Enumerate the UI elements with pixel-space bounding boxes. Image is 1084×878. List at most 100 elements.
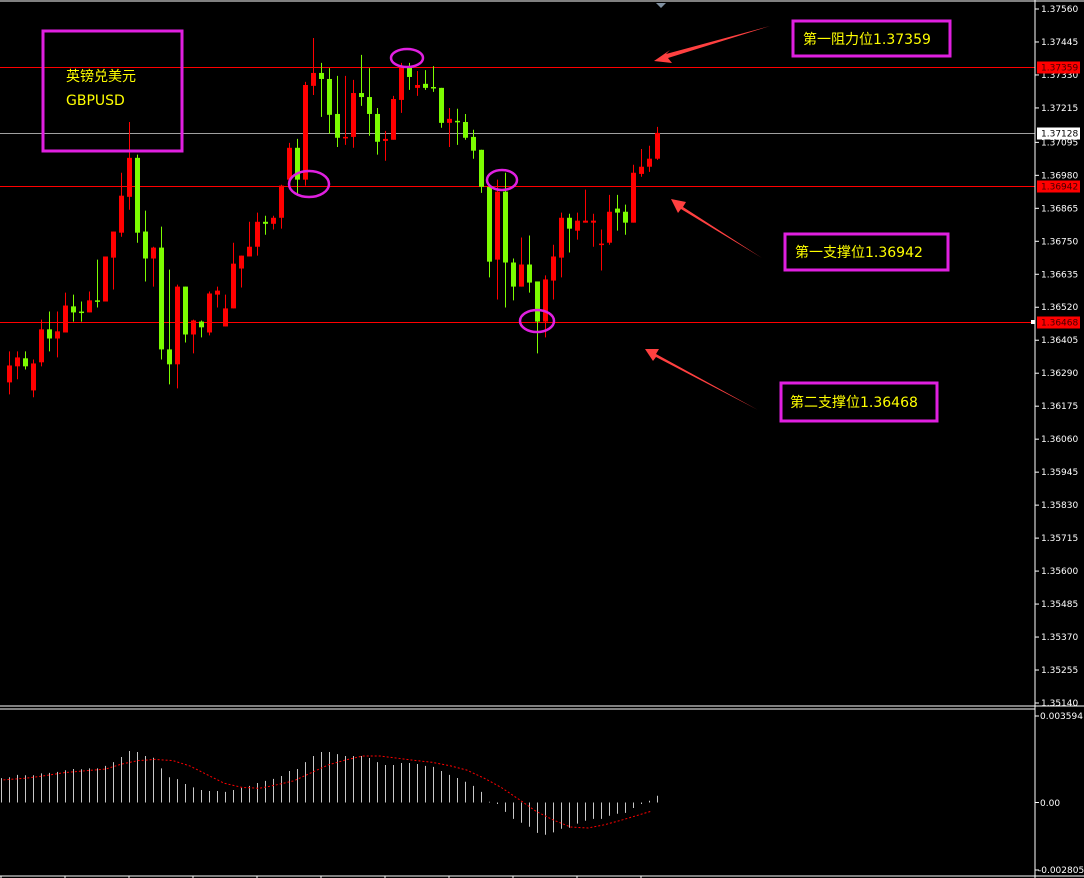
candle-body	[119, 195, 124, 233]
price-tick-label: 1.35485	[1041, 600, 1078, 610]
bullish-candle	[543, 275, 548, 338]
bullish-candle	[311, 37, 316, 96]
candle-body	[143, 231, 148, 259]
candle-body	[255, 221, 260, 247]
price-tick-label: 1.36865	[1041, 204, 1078, 214]
candle-body	[223, 308, 228, 327]
candle-body	[159, 247, 164, 350]
price-tick-label: 1.36980	[1041, 171, 1078, 181]
candle-body	[519, 264, 524, 287]
bullish-candle	[583, 189, 588, 223]
bullish-candle	[223, 294, 228, 327]
bearish-candle	[319, 62, 324, 117]
candle-body	[455, 120, 460, 123]
price-tick-label: 1.35600	[1041, 567, 1078, 577]
candle-body	[287, 147, 292, 180]
candle-body	[423, 83, 428, 88]
level-lines	[0, 67, 1035, 324]
bullish-candle	[559, 212, 564, 278]
price-tick-label: 1.36175	[1041, 402, 1078, 412]
bullish-candle	[399, 62, 404, 113]
candle-body	[639, 166, 644, 174]
candle-body	[111, 231, 116, 258]
candle-body	[239, 255, 244, 269]
candle-body	[319, 72, 324, 79]
bullish-candle	[207, 291, 212, 336]
price-tick-label: 1.35945	[1041, 468, 1078, 478]
candle-body	[95, 300, 100, 302]
candle-body	[7, 365, 12, 383]
candle-body	[551, 256, 556, 281]
macd-tick-label: -0.002805	[1038, 866, 1084, 876]
bullish-candle	[63, 292, 68, 333]
candle-body	[63, 305, 68, 333]
bullish-candle	[55, 311, 60, 358]
highlight-circle	[287, 169, 331, 199]
candle-body	[207, 293, 212, 333]
candle-body	[479, 149, 484, 187]
bullish-candle	[31, 359, 36, 398]
bearish-candle	[479, 149, 484, 193]
candle-body	[295, 147, 300, 180]
candle-body	[607, 211, 612, 243]
bearish-candle	[71, 294, 76, 322]
bullish-candle	[7, 351, 12, 395]
macd-panel	[1, 750, 658, 835]
candle-body	[79, 311, 84, 314]
candle-body	[279, 185, 284, 218]
bullish-candle	[279, 184, 284, 229]
candle-body	[359, 93, 364, 98]
candle-body	[655, 132, 660, 159]
price-axis: 1.37560 1.37445 1.37330 1.37215 1.37095 1.369…	[1034, 0, 1080, 878]
candle-body	[647, 158, 652, 167]
price-tick-label: 1.36750	[1041, 237, 1078, 247]
bullish-candle	[15, 351, 20, 380]
price-tick-label: 1.36060	[1041, 435, 1078, 445]
bullish-candle	[303, 81, 308, 186]
bullish-candle	[551, 244, 556, 300]
bullish-candle	[87, 291, 92, 313]
support-2-annotation: 第二支撑位1.36468	[645, 349, 939, 423]
arrow-icon	[654, 26, 770, 63]
chart-shift-marker-icon[interactable]	[656, 3, 666, 8]
candle-body	[151, 247, 156, 259]
arrow-icon	[645, 349, 758, 410]
bullish-candle	[287, 142, 292, 180]
bullish-candle	[175, 284, 180, 389]
candle-body	[335, 113, 340, 138]
bullish-candle	[39, 319, 44, 367]
bullish-candle	[103, 256, 108, 302]
bearish-candle	[463, 113, 468, 140]
bearish-candle	[167, 269, 172, 385]
level-price-badge	[1037, 180, 1080, 193]
price-tick-label: 1.36520	[1041, 303, 1078, 313]
candle-body	[263, 221, 268, 224]
level-price-label: 1.36468	[1041, 319, 1078, 329]
bullish-candle	[383, 130, 388, 161]
price-tick-label: 1.37095	[1041, 138, 1078, 148]
macd-tick-label: 0.00	[1040, 799, 1060, 809]
bullish-candle	[519, 237, 524, 287]
bullish-candle	[655, 126, 660, 160]
annotation-label: 第一阻力位1.37359	[803, 31, 931, 48]
bearish-candle	[47, 311, 52, 352]
candle-body	[503, 191, 508, 263]
candle-body	[199, 321, 204, 328]
bearish-candle	[375, 107, 380, 155]
candle-body	[343, 136, 348, 139]
candle-body	[247, 246, 252, 257]
bullish-candle	[111, 231, 116, 290]
candle-body	[487, 186, 492, 262]
candle-body	[431, 87, 436, 89]
candle-body	[471, 136, 476, 151]
bearish-candle	[431, 66, 436, 92]
bullish-candle	[239, 255, 244, 288]
candle-body	[447, 118, 452, 123]
macd-tick-label: 0.003594	[1040, 712, 1083, 722]
bullish-candle	[607, 194, 612, 245]
candle-body	[311, 72, 316, 86]
level-price-badge	[1037, 316, 1080, 329]
bearish-candle	[327, 68, 332, 134]
bearish-candle	[335, 75, 340, 147]
